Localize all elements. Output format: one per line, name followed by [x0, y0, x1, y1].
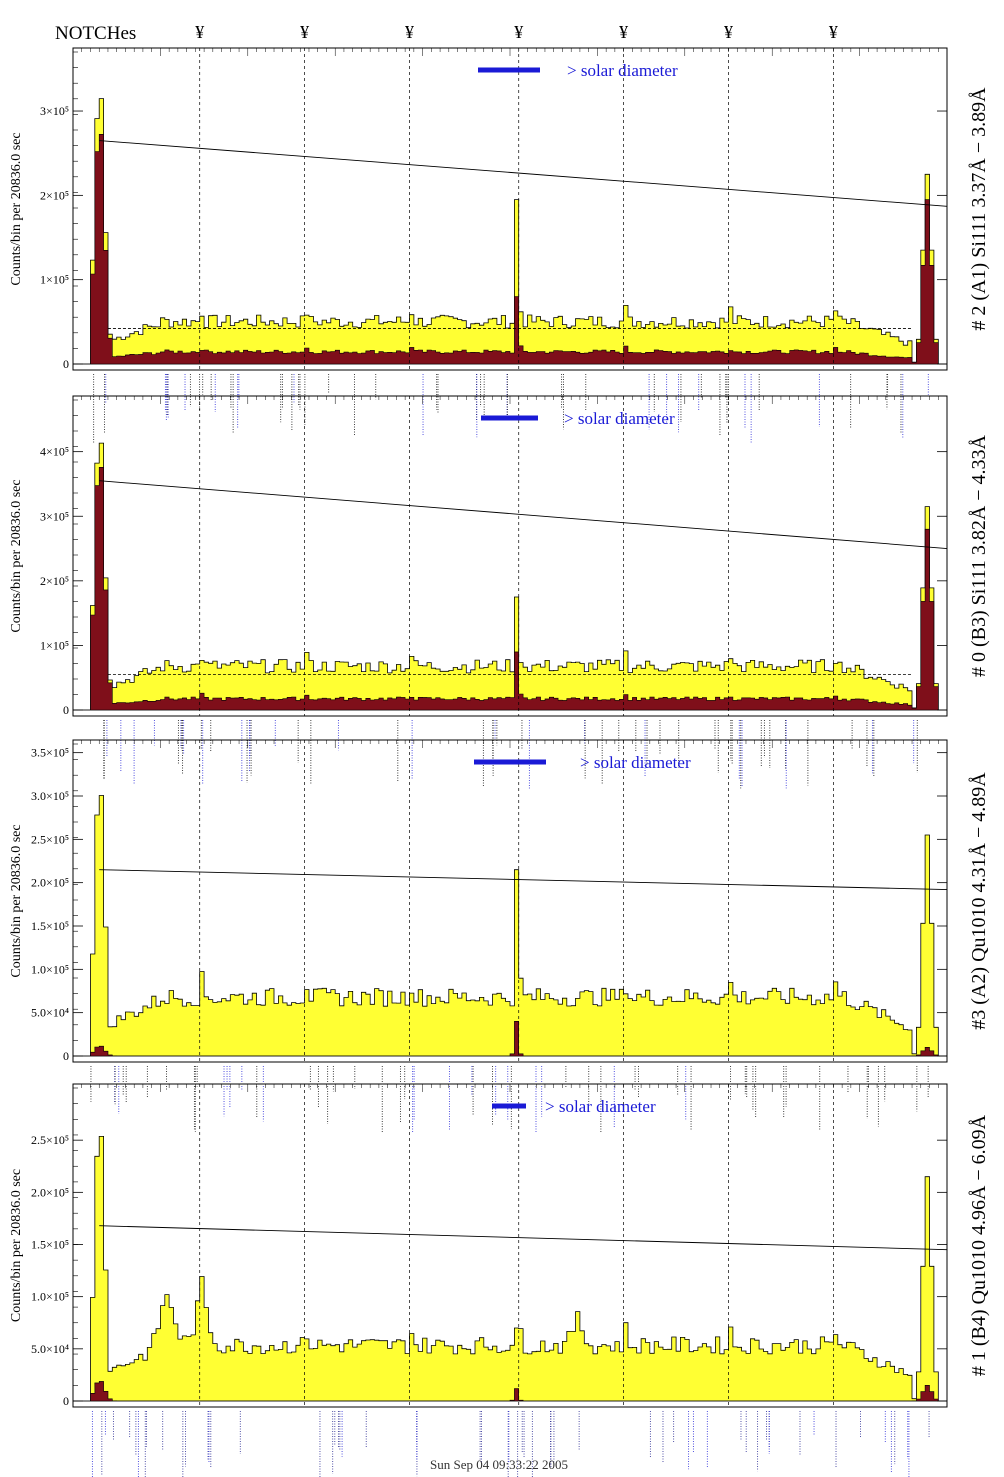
panels: 0 1×10⁵ 2×10⁵ 3×10⁵ Counts/bin per 20836.0 s… — [9, 47, 990, 1477]
panel-4: 0 5.0×10⁴ 1.0×10⁵ 1.5×10⁵ 2.0×10⁵ 2.5×10⁵ Coun… — [9, 1083, 990, 1477]
y-axis-label: Counts/bin per 20836.0 sec — [9, 132, 24, 285]
y-tick-label: 5.0×10⁴ — [31, 1006, 69, 1020]
yellow-histogram — [73, 98, 947, 365]
panel-title: #3 (A2) Qu1010 4.31Å − 4.89Å — [968, 772, 990, 1030]
y-tick-label: 1×10⁵ — [40, 638, 69, 652]
panel-title: # 0 (B3) Si111 3.82Å − 4.33Å — [968, 434, 990, 677]
yellow-histogram — [73, 442, 947, 711]
footer-timestamp: Sun Sep 04 09:33:22 2005 — [430, 1457, 568, 1472]
y-axis-label: Counts/bin per 20836.0 sec — [9, 824, 24, 977]
legend-text: > solar diameter — [580, 753, 691, 772]
notch-marker: ¥ — [300, 22, 309, 42]
y-tick-label: 2.0×10⁵ — [31, 1185, 69, 1199]
red-histogram — [73, 1021, 947, 1057]
yellow-histogram — [73, 795, 947, 1057]
y-tick-label: 1.5×10⁵ — [31, 1238, 69, 1252]
y-tick-label: 2×10⁵ — [40, 188, 69, 202]
panel-2: 0 1×10⁵ 2×10⁵ 3×10⁵ 4×10⁵ Counts/bin per 2083… — [9, 395, 990, 789]
y-tick-label: 0 — [63, 357, 69, 371]
y-tick-label: 3×10⁵ — [40, 509, 69, 523]
panel-3: 0 5.0×10⁴ 1.0×10⁵ 1.5×10⁵ 2.0×10⁵ 2.5×10⁵ 3.0×… — [9, 739, 990, 1134]
legend-text: > solar diameter — [545, 1097, 656, 1116]
notch-markers: ¥ ¥ ¥ ¥ ¥ ¥ ¥ — [195, 22, 838, 42]
y-tick-label: 0 — [63, 1049, 69, 1063]
y-tick-label: 3×10⁵ — [40, 104, 69, 118]
legend-text: > solar diameter — [567, 61, 678, 80]
y-tick-label: 3.0×10⁵ — [31, 789, 69, 803]
fit-line — [99, 140, 948, 207]
panel-1: 0 1×10⁵ 2×10⁵ 3×10⁵ Counts/bin per 20836.0 s… — [9, 47, 990, 444]
y-tick-label: 0 — [63, 1394, 69, 1408]
y-tick-label: 2.5×10⁵ — [31, 1133, 69, 1147]
y-axis-label: Counts/bin per 20836.0 sec — [9, 1169, 24, 1322]
y-tick-label: 0 — [63, 703, 69, 717]
notch-marker: ¥ — [514, 22, 523, 42]
panel-title: # 1 (B4) Qu1010 4.96Å − 6.09Å — [968, 1114, 990, 1376]
notch-marker: ¥ — [724, 22, 733, 42]
notch-marker: ¥ — [195, 22, 204, 42]
y-tick-label: 1×10⁵ — [40, 273, 69, 287]
y-tick-label: 1.0×10⁵ — [31, 962, 69, 976]
yellow-histogram — [73, 1136, 947, 1402]
y-tick-label: 3.5×10⁵ — [31, 746, 69, 760]
y-tick-label: 2×10⁵ — [40, 574, 69, 588]
y-axis-label: Counts/bin per 20836.0 sec — [9, 479, 24, 632]
fit-line — [99, 480, 948, 549]
y-tick-label: 2.5×10⁵ — [31, 832, 69, 846]
fit-line — [99, 1225, 948, 1251]
notch-marker: ¥ — [829, 22, 838, 42]
y-tick-label: 1.5×10⁵ — [31, 919, 69, 933]
notch-marker: ¥ — [619, 22, 628, 42]
notch-marker: ¥ — [405, 22, 414, 42]
y-tick-label: 1.0×10⁵ — [31, 1290, 69, 1304]
red-histogram — [73, 467, 947, 711]
panel-title: # 2 (A1) Si111 3.37Å − 3.89Å — [968, 87, 990, 331]
notches-label: NOTCHes — [55, 23, 136, 44]
y-tick-label: 4×10⁵ — [40, 445, 69, 459]
fit-line — [99, 869, 948, 891]
red-histogram — [73, 1381, 947, 1402]
red-histogram — [73, 134, 947, 365]
legend-text: > solar diameter — [564, 409, 675, 428]
y-tick-label: 5.0×10⁴ — [31, 1342, 69, 1356]
y-tick-label: 2.0×10⁵ — [31, 876, 69, 890]
